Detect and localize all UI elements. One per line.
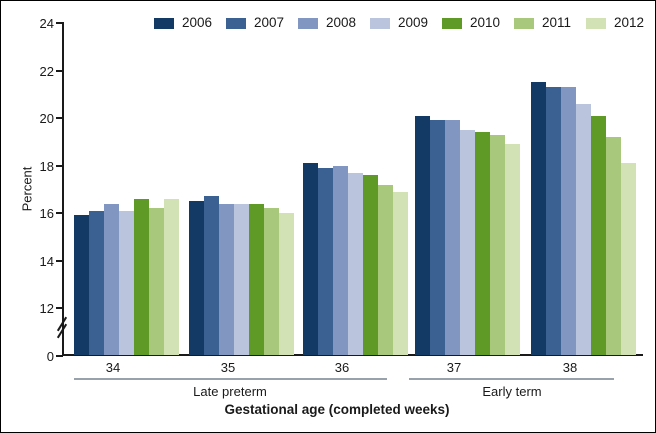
legend-label-2010: 2010 <box>470 15 501 30</box>
bar-2007-wk38 <box>546 87 561 355</box>
legend-label-2007: 2007 <box>254 15 285 30</box>
x-tick-label: 34 <box>105 360 121 375</box>
x-axis-line <box>62 354 643 356</box>
y-tick-label: 22 <box>39 63 54 79</box>
y-tick <box>56 307 63 309</box>
bar-2012-wk37 <box>505 144 520 355</box>
bar-2011-wk36 <box>378 184 393 355</box>
legend-item-2009: 2009 <box>370 16 428 30</box>
x-tick-label: 36 <box>334 360 350 375</box>
bar-2007-wk34 <box>89 210 104 355</box>
bar-2009-wk38 <box>576 103 591 355</box>
x-axis-title: Gestational age (completed weeks) <box>224 402 450 417</box>
legend-swatch-2006 <box>154 17 174 29</box>
bar-2010-wk36 <box>363 175 378 355</box>
legend-item-2010: 2010 <box>442 16 500 30</box>
legend-item-2012: 2012 <box>586 16 644 30</box>
legend-label-2008: 2008 <box>326 15 357 30</box>
y-tick-label: 12 <box>39 301 54 316</box>
bar-2010-wk34 <box>134 198 149 355</box>
bar-2009-wk36 <box>348 172 363 355</box>
bar-2008-wk38 <box>561 87 576 355</box>
bar-2009-wk34 <box>119 210 134 355</box>
y-tick-label: 20 <box>39 111 54 126</box>
bar-2008-wk35 <box>219 203 234 355</box>
bar-2006-wk38 <box>531 82 546 355</box>
bar-2012-wk34 <box>164 198 179 355</box>
bar-2008-wk36 <box>333 165 348 355</box>
bar-2010-wk38 <box>591 115 606 355</box>
bar-2012-wk36 <box>393 191 408 355</box>
legend-swatch-2008 <box>298 17 318 29</box>
x-tick-label: 35 <box>220 360 236 375</box>
y-tick <box>56 22 63 24</box>
legend-item-2008: 2008 <box>298 16 356 30</box>
y-tick-label: 14 <box>39 253 54 269</box>
bar-2010-wk37 <box>475 132 490 355</box>
legend-item-2007: 2007 <box>226 16 284 30</box>
y-tick <box>56 164 63 167</box>
y-tick-label: 0 <box>46 349 54 364</box>
bar-2006-wk37 <box>415 115 430 355</box>
bar-2009-wk35 <box>234 203 249 355</box>
y-tick <box>56 355 63 357</box>
bar-2006-wk36 <box>303 163 318 355</box>
x-tick-label: 37 <box>446 360 462 375</box>
y-tick-label: 24 <box>39 16 54 31</box>
y-axis-line <box>62 22 64 356</box>
y-tick <box>56 117 63 119</box>
legend-swatch-2010 <box>442 17 462 29</box>
bar-2007-wk37 <box>430 120 445 355</box>
y-tick <box>56 69 63 72</box>
early-term-label: Early term <box>482 384 542 399</box>
legend-swatch-2012 <box>586 17 606 29</box>
y-tick <box>56 259 63 262</box>
bar-2010-wk35 <box>249 203 264 355</box>
bar-2007-wk35 <box>204 196 219 355</box>
early-term-span-line <box>409 378 614 380</box>
y-tick-label: 16 <box>39 206 54 221</box>
legend-label-2012: 2012 <box>614 15 645 30</box>
bar-2011-wk38 <box>606 137 621 355</box>
y-tick-label: 18 <box>39 158 54 174</box>
late-preterm-label: Late preterm <box>193 384 267 399</box>
bar-2008-wk37 <box>445 120 460 355</box>
bar-2009-wk37 <box>460 129 475 355</box>
bar-2007-wk36 <box>318 167 333 355</box>
bar-2012-wk38 <box>621 163 636 355</box>
y-axis-title: Percent <box>19 166 35 212</box>
late-preterm-span-line <box>74 378 387 380</box>
bar-2006-wk34 <box>74 215 89 355</box>
legend-label-2006: 2006 <box>182 15 213 30</box>
bar-2006-wk35 <box>189 201 204 355</box>
legend-label-2011: 2011 <box>542 15 572 30</box>
bar-2011-wk37 <box>490 134 505 355</box>
legend-swatch-2009 <box>370 17 390 29</box>
bar-2012-wk35 <box>279 213 294 355</box>
x-tick-label: 38 <box>562 360 578 375</box>
legend-item-2006: 2006 <box>154 16 212 30</box>
legend-item-2011: 2011 <box>514 16 571 30</box>
legend-swatch-2007 <box>226 17 246 29</box>
bar-2011-wk35 <box>264 208 279 355</box>
y-tick <box>56 212 63 214</box>
bar-2008-wk34 <box>104 203 119 355</box>
bar-2011-wk34 <box>149 208 164 355</box>
legend-label-2009: 2009 <box>398 15 429 30</box>
legend-swatch-2011 <box>514 17 534 29</box>
